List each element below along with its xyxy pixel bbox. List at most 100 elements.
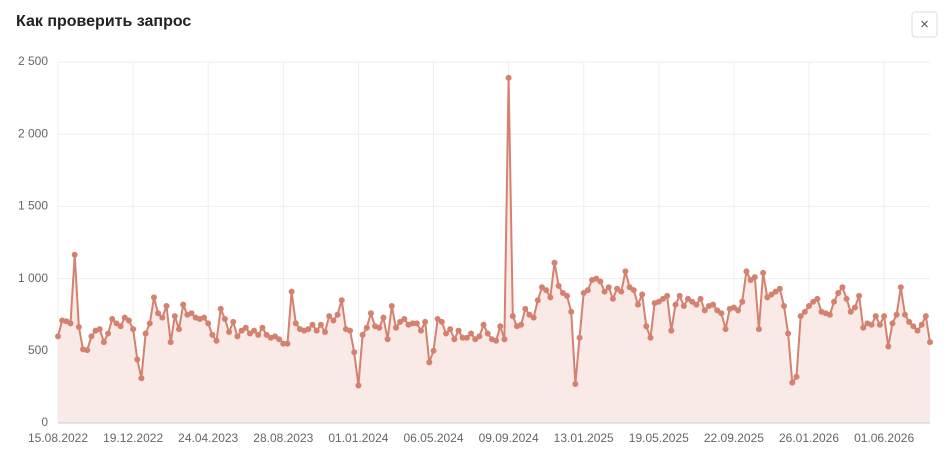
point: [326, 313, 333, 320]
point: [284, 340, 291, 347]
point: [751, 274, 758, 281]
point: [601, 288, 608, 295]
x-tick-label: 09.09.2024: [479, 431, 539, 445]
point: [647, 334, 654, 341]
point: [309, 321, 316, 328]
x-tick-label: 13.01.2025: [554, 431, 614, 445]
point: [417, 327, 424, 334]
point: [480, 321, 487, 328]
point: [171, 313, 178, 320]
area: [58, 77, 930, 424]
point: [826, 311, 833, 318]
point: [885, 343, 892, 350]
point: [851, 304, 858, 311]
point: [413, 320, 420, 327]
point: [693, 301, 700, 308]
point: [430, 347, 437, 354]
point: [918, 321, 925, 328]
point: [392, 324, 399, 331]
point: [384, 336, 391, 343]
point: [238, 327, 245, 334]
y-tick-label: 2 500: [18, 54, 48, 68]
close-icon[interactable]: ×: [920, 16, 929, 33]
point: [113, 320, 120, 327]
point: [538, 284, 545, 291]
point: [251, 327, 258, 334]
point: [680, 303, 687, 310]
x-tick-label: 19.12.2022: [103, 431, 163, 445]
point: [530, 314, 537, 321]
point: [376, 324, 383, 331]
point: [201, 314, 208, 321]
point: [597, 278, 604, 285]
point: [843, 295, 850, 302]
point: [209, 331, 216, 338]
point: [280, 340, 287, 347]
point: [768, 291, 775, 298]
point: [881, 313, 888, 320]
point: [605, 284, 612, 291]
point: [305, 326, 312, 333]
point: [146, 320, 153, 327]
point: [88, 333, 95, 340]
point: [142, 330, 149, 337]
y-tick-label: 0: [41, 415, 48, 429]
point: [559, 290, 566, 297]
point: [443, 330, 450, 337]
point: [367, 310, 374, 317]
point: [785, 330, 792, 337]
point: [75, 323, 82, 330]
point: [180, 301, 187, 308]
point: [451, 336, 458, 343]
point: [509, 313, 516, 320]
point: [643, 323, 650, 330]
point: [155, 310, 162, 317]
dialog-title: Как проверить запрос: [16, 13, 191, 30]
point: [246, 330, 253, 337]
point: [234, 333, 241, 340]
x-tick-label: 15.08.2022: [28, 431, 88, 445]
point: [672, 301, 679, 308]
point: [409, 320, 416, 327]
x-tick-label: 19.05.2025: [629, 431, 689, 445]
point: [614, 285, 621, 292]
point: [263, 331, 270, 338]
point: [584, 287, 591, 294]
point: [747, 277, 754, 284]
point: [526, 311, 533, 318]
point: [572, 381, 579, 388]
point: [188, 310, 195, 317]
point: [259, 324, 266, 331]
point: [609, 295, 616, 302]
close-button[interactable]: [911, 11, 938, 38]
point: [359, 331, 366, 338]
point: [96, 326, 103, 333]
point: [922, 313, 929, 320]
point: [697, 295, 704, 302]
point: [159, 314, 166, 321]
point: [150, 294, 157, 301]
point: [351, 349, 358, 356]
point: [668, 327, 675, 334]
point: [167, 339, 174, 346]
point: [271, 333, 278, 340]
point: [276, 336, 283, 343]
point: [868, 321, 875, 328]
point: [505, 74, 512, 81]
point: [330, 317, 337, 324]
point: [447, 326, 454, 333]
point: [67, 320, 74, 327]
point: [764, 294, 771, 301]
point: [856, 292, 863, 299]
point: [347, 327, 354, 334]
point: [626, 284, 633, 291]
point: [927, 339, 933, 346]
point: [551, 259, 558, 266]
point: [664, 292, 671, 299]
point: [806, 303, 813, 310]
point: [543, 287, 550, 294]
point: [568, 308, 575, 315]
point: [772, 288, 779, 295]
point: [397, 318, 404, 325]
point: [388, 303, 395, 310]
